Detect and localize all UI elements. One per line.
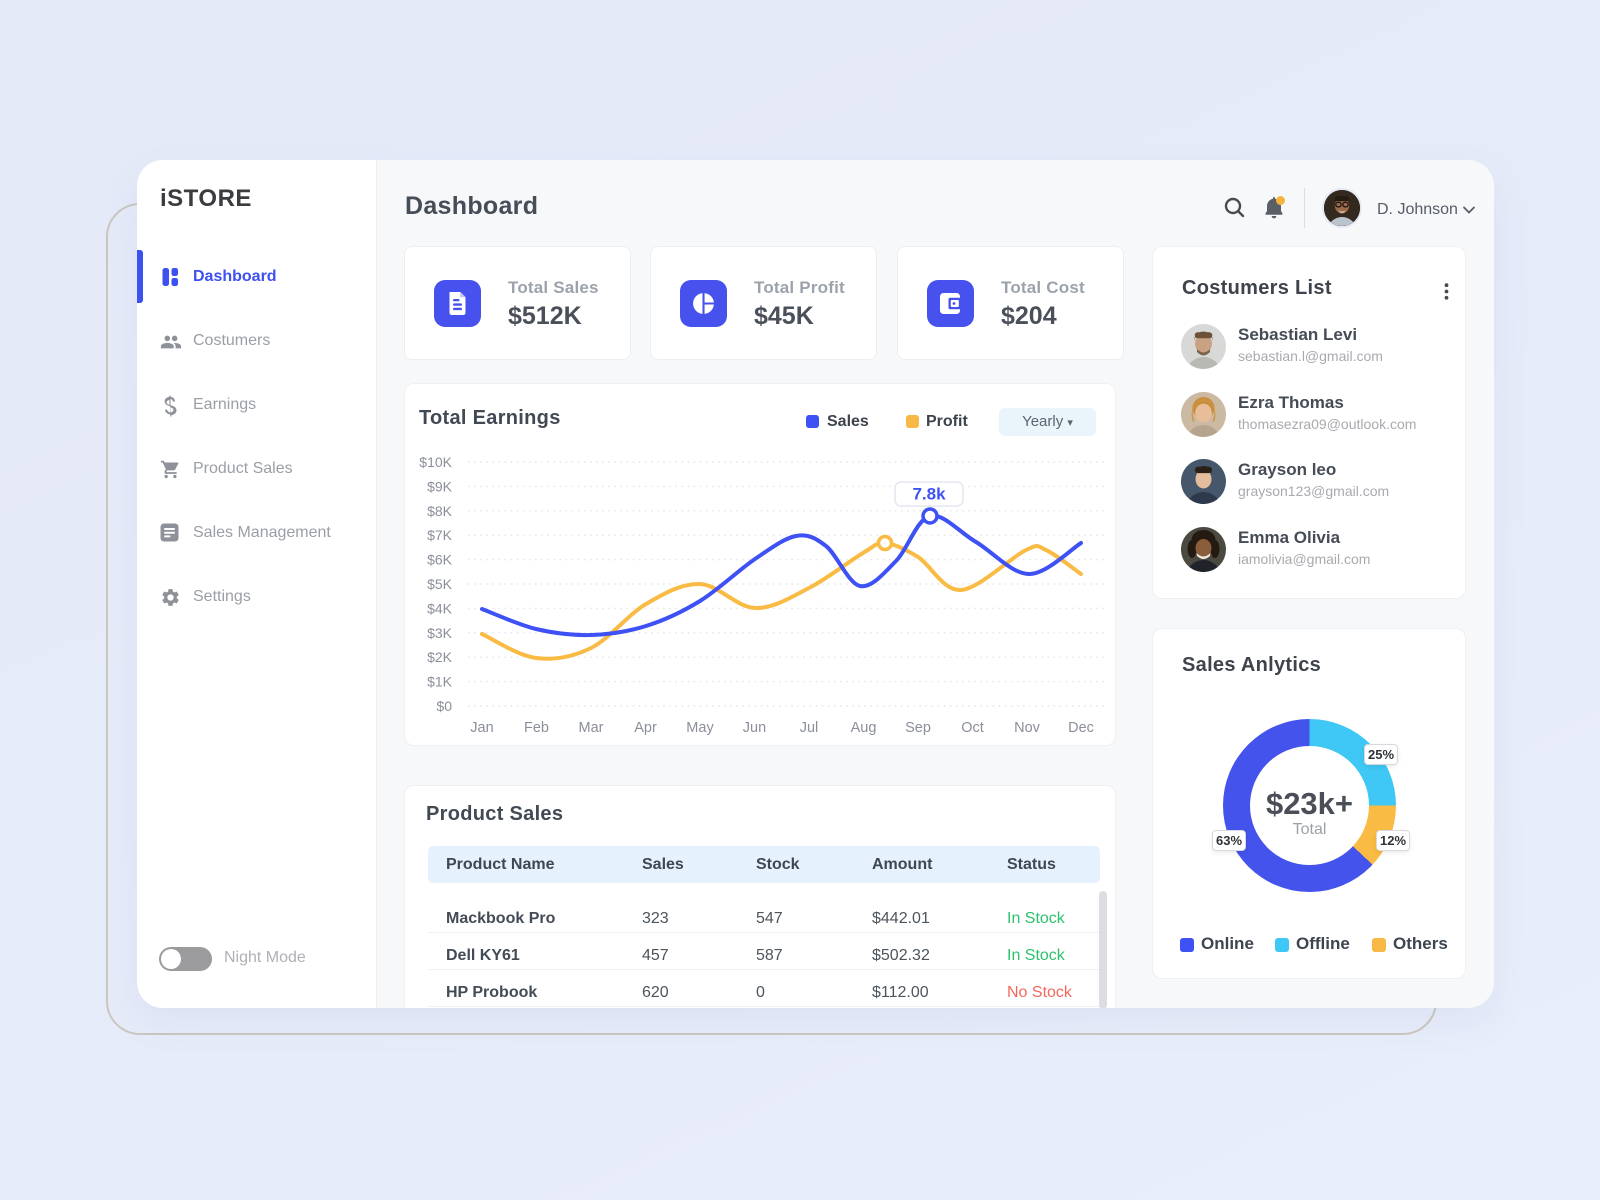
svg-text:$3K: $3K [427,625,453,641]
svg-text:$4K: $4K [427,600,453,616]
svg-text:$1K: $1K [427,674,453,690]
svg-text:$7K: $7K [427,527,453,543]
svg-text:Dec: Dec [1068,720,1094,736]
svg-text:7.8k: 7.8k [912,485,946,504]
svg-text:$0: $0 [436,698,452,714]
svg-text:$8K: $8K [427,503,453,519]
svg-text:$2K: $2K [427,649,453,665]
svg-text:May: May [686,720,714,736]
svg-text:$6K: $6K [427,552,453,568]
svg-text:Apr: Apr [634,720,657,736]
svg-text:Jun: Jun [743,720,766,736]
svg-text:Oct: Oct [961,720,984,736]
svg-text:Nov: Nov [1014,720,1041,736]
svg-text:Jul: Jul [800,720,819,736]
svg-text:$9K: $9K [427,478,453,494]
svg-text:Jan: Jan [470,720,493,736]
svg-text:Feb: Feb [524,720,549,736]
svg-text:$5K: $5K [427,576,453,592]
svg-text:$10K: $10K [419,454,452,470]
svg-text:Aug: Aug [851,720,877,736]
svg-text:Mar: Mar [579,720,604,736]
svg-text:Sep: Sep [905,720,931,736]
